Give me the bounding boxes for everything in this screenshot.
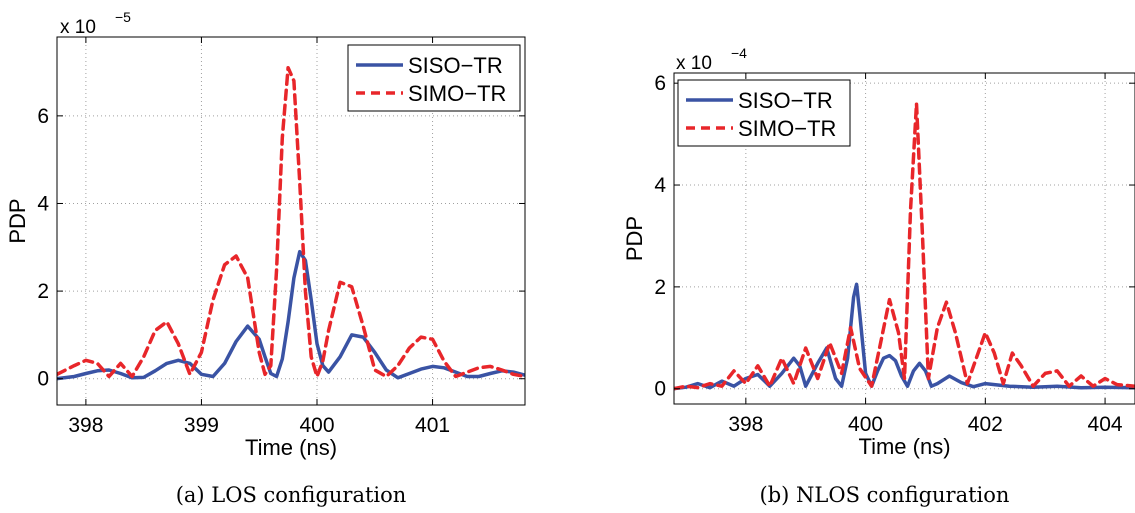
series-line-simo: [674, 101, 1135, 391]
ticks: 398 400 402 404 0 2 4 6: [654, 72, 1135, 436]
legend: SISO−TR SIMO−TR: [677, 79, 851, 147]
y-exponent: x 10: [60, 17, 96, 38]
y-tick-label: 2: [654, 276, 666, 299]
y-exponent-power: −4: [731, 45, 747, 61]
caption: (b) NLOS configuration: [760, 483, 1010, 507]
ticks: 398 399 400 401 0 2 4 6: [37, 37, 525, 437]
caption: (a) LOS configuration: [176, 483, 407, 507]
series-group: [674, 101, 1135, 391]
legend-label-simo: SIMO−TR: [408, 81, 506, 106]
x-tick-label: 399: [184, 414, 219, 437]
y-axis-label: PDP: [5, 198, 30, 243]
legend-label-siso: SISO−TR: [738, 88, 833, 113]
x-tick-label: 398: [728, 413, 763, 436]
y-exponent-power: −5: [115, 9, 131, 25]
y-exponent: x 10: [676, 53, 712, 74]
y-tick-label: 0: [37, 368, 49, 391]
legend-box: [347, 44, 521, 112]
x-tick-label: 400: [299, 414, 334, 437]
x-axis-label: Time (ns): [858, 434, 950, 459]
x-tick-label: 404: [1088, 413, 1123, 436]
legend: SISO−TR SIMO−TR: [347, 44, 521, 112]
legend-label-simo: SIMO−TR: [738, 116, 836, 141]
y-tick-label: 0: [654, 378, 666, 401]
y-axis-label: PDP: [622, 216, 647, 261]
panel-nlos: 398 400 402 404 0 2 4 6 x 10 −4 Time (ns) PDP S…: [622, 45, 1135, 507]
y-tick-label: 6: [654, 72, 666, 95]
y-tick-label: 2: [37, 280, 49, 303]
x-tick-label: 402: [968, 413, 1003, 436]
x-tick-label: 398: [68, 414, 103, 437]
series-line-simo: [57, 65, 525, 379]
series-line-siso: [57, 249, 525, 381]
series-line-siso: [674, 282, 1135, 391]
series-group: [57, 65, 525, 381]
x-tick-label: 400: [848, 413, 883, 436]
x-tick-label: 401: [415, 414, 450, 437]
legend-box: [677, 79, 851, 147]
x-axis-label: Time (ns): [245, 435, 337, 460]
panel-los: 398 399 400 401 0 2 4 6 x 10 −5 Time (ns) PDP S…: [5, 9, 526, 507]
axes-frame: [56, 36, 526, 406]
y-tick-label: 4: [37, 192, 49, 215]
y-tick-label: 4: [654, 174, 666, 197]
grid: [57, 37, 525, 405]
axes-frame: [673, 72, 1135, 405]
y-tick-label: 6: [37, 105, 49, 128]
legend-label-siso: SISO−TR: [408, 53, 503, 78]
